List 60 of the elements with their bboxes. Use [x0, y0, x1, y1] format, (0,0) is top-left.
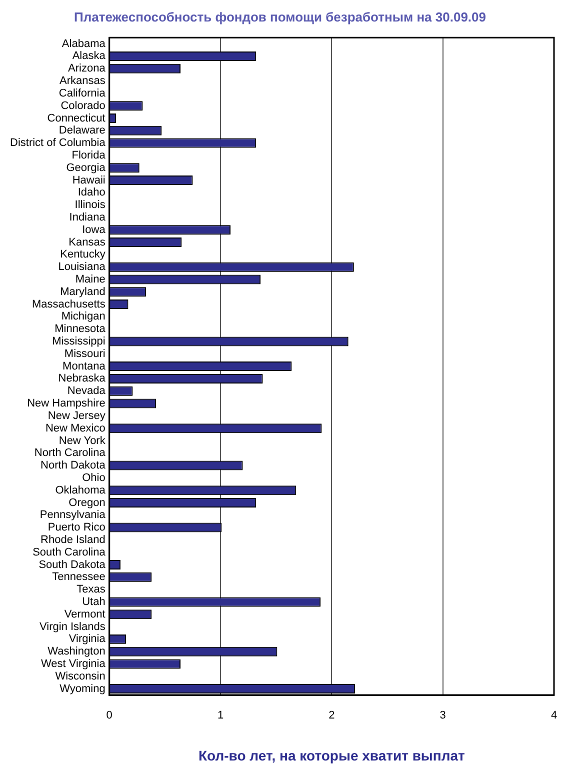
- y-tick-label: New Mexico: [45, 422, 106, 434]
- x-tick-label: 0: [106, 710, 112, 722]
- y-tick-label: New Hampshire: [27, 398, 106, 410]
- x-tick-label: 1: [217, 710, 224, 722]
- x-tick-label: 2: [328, 710, 335, 722]
- y-tick-label: West Virginia: [40, 658, 106, 670]
- y-tick-label: Ohio: [82, 472, 106, 484]
- x-tick-label: 4: [550, 710, 558, 722]
- y-tick-label: Oregon: [68, 496, 106, 509]
- y-tick-label: Massachusetts: [32, 298, 106, 310]
- y-tick-label: Colorado: [60, 100, 106, 112]
- y-tick-label: Tennessee: [52, 571, 106, 584]
- y-tick-label: Pennsylvania: [40, 509, 106, 522]
- y-tick-label: Alaska: [72, 50, 106, 62]
- y-tick-label: District of Columbia: [10, 137, 106, 150]
- x-axis-title: Кол-во лет, на которые хватит выплат: [198, 747, 466, 764]
- y-tick-label: Rhode Island: [40, 534, 106, 546]
- y-tick-label: Missouri: [64, 348, 106, 360]
- y-tick-label: Connecticut: [47, 112, 106, 124]
- y-tick-label: Wyoming: [60, 682, 106, 695]
- y-tick-label: Oklahoma: [55, 484, 106, 496]
- y-tick-label: Kansas: [68, 236, 106, 248]
- y-tick-label: Illinois: [74, 199, 106, 212]
- y-tick-label: Delaware: [58, 124, 106, 137]
- y-tick-label: South Carolina: [32, 546, 106, 558]
- y-tick-label: Wisconsin: [55, 670, 106, 682]
- y-tick-label: Mississippi: [52, 336, 106, 348]
- y-tick-label: Idaho: [78, 186, 106, 199]
- y-tick-label: Maine: [75, 274, 106, 286]
- y-tick-label: North Dakota: [40, 460, 106, 472]
- y-tick-label: Indiana: [69, 211, 106, 224]
- y-tick-label: Virgin Islands: [40, 620, 106, 633]
- y-tick-label: Maryland: [60, 286, 106, 298]
- y-tick-label: New York: [58, 434, 106, 447]
- y-tick-label: Arkansas: [60, 75, 106, 88]
- y-tick-label: Montana: [62, 360, 106, 372]
- y-tick-label: Arizona: [68, 62, 106, 75]
- y-tick-label: Hawaii: [72, 174, 106, 186]
- y-tick-label: Nevada: [67, 385, 106, 398]
- y-tick-label: Utah: [82, 596, 106, 608]
- y-tick-label: Georgia: [66, 162, 106, 174]
- y-tick-label: Louisiana: [58, 261, 106, 274]
- y-tick-label: Puerto Rico: [48, 522, 106, 534]
- y-tick-label: California: [58, 87, 106, 100]
- y-tick-label: Vermont: [64, 608, 106, 620]
- y-tick-label: North Carolina: [34, 447, 106, 460]
- y-tick-label: Washington: [48, 646, 106, 658]
- y-tick-label: New Jersey: [48, 410, 106, 422]
- x-tick-label: 3: [440, 710, 446, 722]
- y-tick-label: Michigan: [61, 310, 106, 323]
- y-tick-label: South Dakota: [38, 558, 106, 571]
- chart-title: Платежеспособность фондов помощи безработным на 30.09.09: [74, 9, 486, 24]
- y-tick-label: Nebraska: [58, 372, 106, 385]
- y-tick-label: Alabama: [62, 38, 106, 50]
- y-tick-label: Texas: [76, 584, 106, 596]
- y-tick-label: Florida: [72, 149, 106, 162]
- y-tick-label: Kentucky: [60, 248, 106, 261]
- y-tick-label: Virginia: [68, 633, 106, 646]
- y-tick-label: Iowa: [82, 224, 106, 236]
- y-tick-label: Minnesota: [54, 323, 106, 336]
